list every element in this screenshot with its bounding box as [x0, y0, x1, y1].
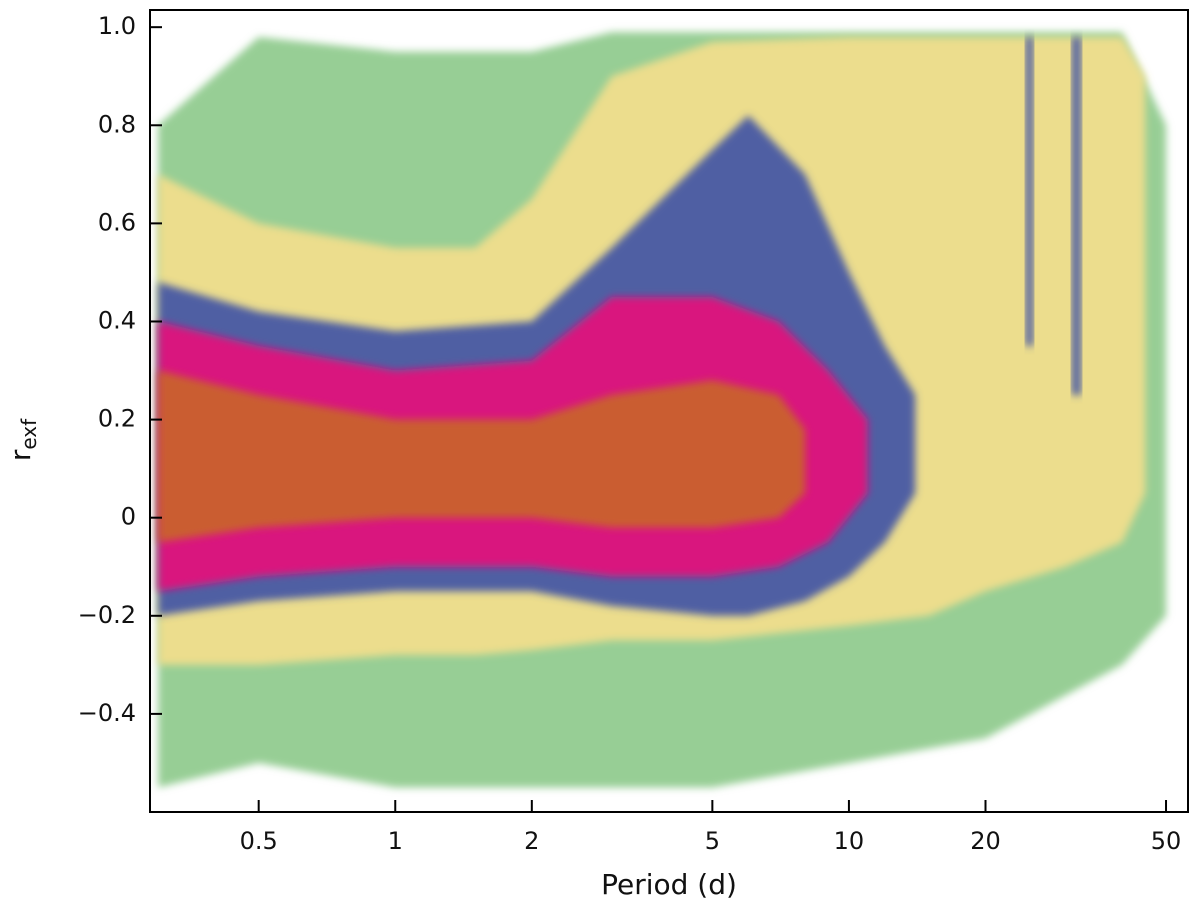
y-tick-label: −0.4 — [78, 699, 136, 727]
density-band — [1025, 36, 1034, 347]
density-band — [158, 370, 805, 543]
x-tick-label: 10 — [834, 827, 865, 855]
y-axis-label-main: r — [4, 449, 37, 461]
plot-area — [158, 32, 1167, 788]
density-band — [1071, 36, 1082, 396]
y-tick-label: 0 — [121, 503, 136, 531]
x-tick-label: 50 — [1151, 827, 1182, 855]
y-axis-label-sub: exf — [17, 418, 41, 450]
y-tick-label: 0.4 — [98, 306, 136, 334]
y-axis-label: rexf — [4, 418, 41, 461]
x-axis-label: Period (d) — [601, 868, 737, 901]
y-tick-label: 0.8 — [98, 110, 136, 138]
x-tick-label: 1 — [388, 827, 403, 855]
y-tick-label: −0.2 — [78, 601, 136, 629]
x-tick-label: 2 — [524, 827, 539, 855]
x-tick-label: 0.5 — [240, 827, 278, 855]
y-tick-label: 0.2 — [98, 405, 136, 433]
plot-frame — [149, 9, 1189, 813]
y-tick-label: 1.0 — [98, 12, 136, 40]
y-tick-label: 0.6 — [98, 208, 136, 236]
x-tick-label: 5 — [705, 827, 720, 855]
x-tick-label: 20 — [970, 827, 1001, 855]
